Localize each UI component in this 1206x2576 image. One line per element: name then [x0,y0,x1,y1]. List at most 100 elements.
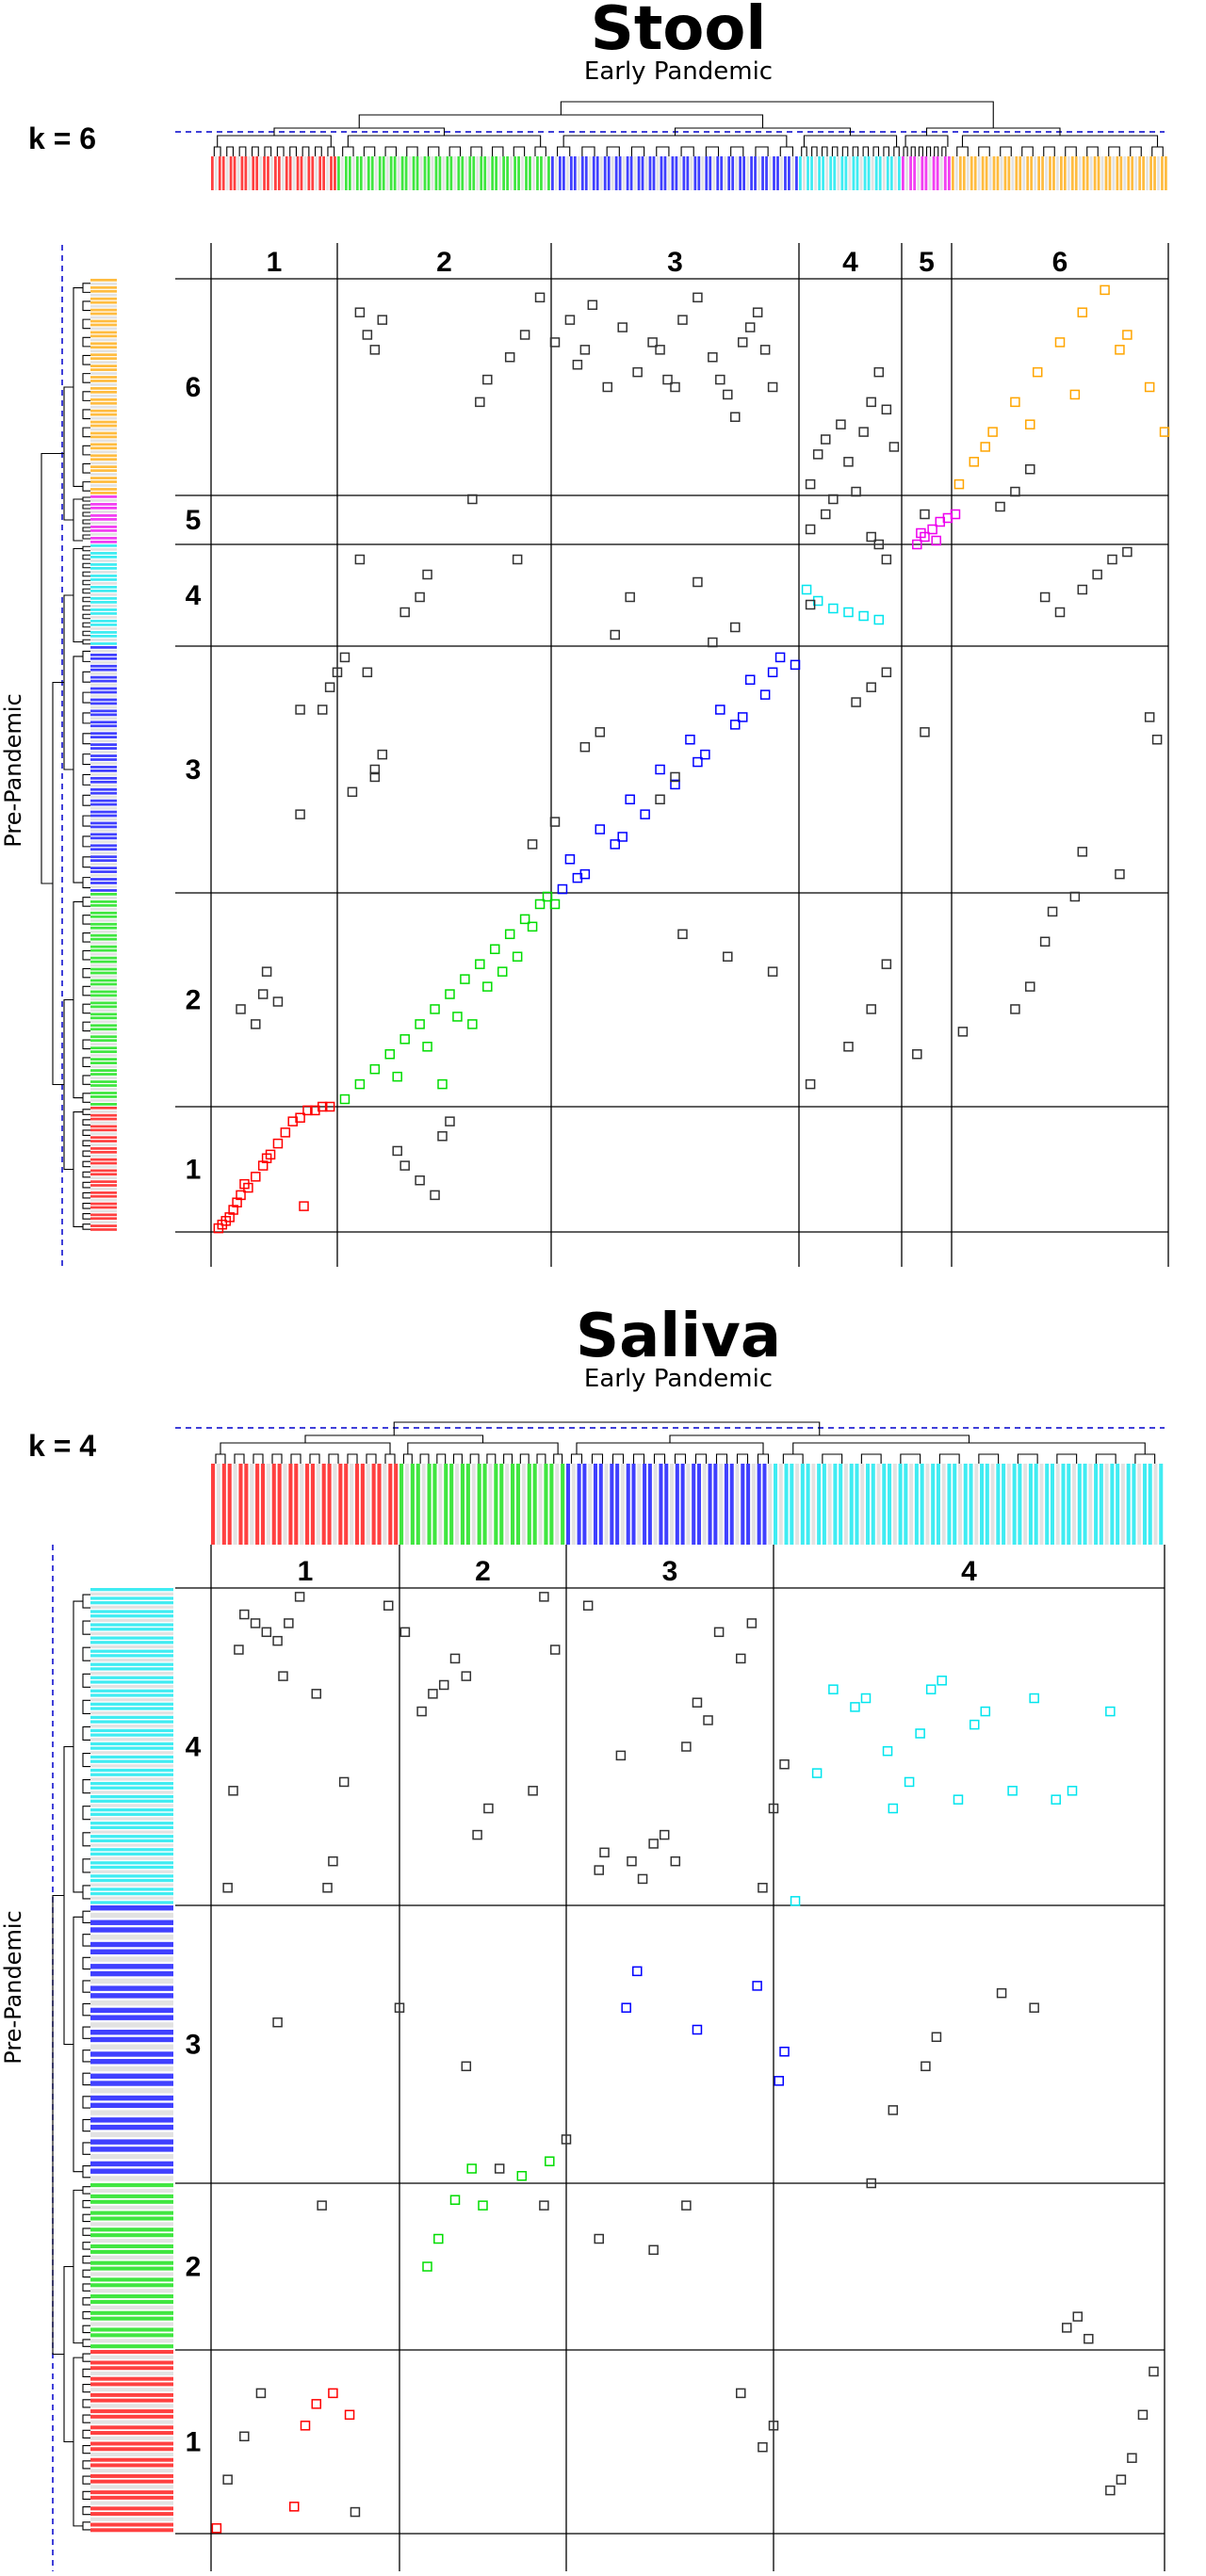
stool-left-strip-cell [90,844,117,848]
saliva-top-strip-cell [610,1464,614,1545]
saliva-point-off-cluster [599,1847,610,1858]
stool-left-strip-cell [90,372,117,375]
stool-point-off-cluster [362,667,373,678]
saliva-top-strip-cell [1039,1464,1044,1545]
saliva-panel: Saliva Early Pandemic k = 4 Pre-Pandemic… [0,1302,1165,2571]
saliva-left-strip-cell [90,1993,173,1999]
stool-left-tree-leafpair [82,409,90,420]
stool-left-tree-leafpair [82,897,90,907]
stool-top-strip-cell [270,156,273,190]
stool-top-strip-cell [236,156,240,190]
stool-left-strip-cell [90,945,117,948]
stool-top-tree-cluster-2 [347,135,542,147]
saliva-left-strip-cell [90,2117,173,2123]
saliva-top-strip-cell [1083,1464,1087,1545]
stool-top-strip-cell [315,156,318,190]
saliva-top-tree-leafpair [822,1453,843,1464]
saliva-top-strip-cell [768,1464,773,1545]
stool-left-strip-cell [90,477,117,479]
stool-point-off-cluster [730,622,741,633]
saliva-left-strip-cell [90,1684,173,1689]
saliva-left-tree-leafpair [82,2445,90,2454]
stool-left-strip-cell [90,420,117,424]
stool-left-tree-leafpair [82,445,90,456]
saliva-top-strip-cell [746,1464,751,1545]
stool-left-strip-cell [90,859,117,863]
stool-top-tree-leafpair [1151,146,1164,156]
saliva-left-tree-leafpair [82,2297,90,2306]
stool-left-tree-leafpair [82,1075,90,1085]
stool-top-strip-cell [724,156,727,190]
saliva-point-cluster-3 [621,2002,631,2013]
saliva-left-tree-leafpair [82,2242,90,2250]
saliva-point-off-cluster [222,2474,233,2485]
stool-left-strip-cell [90,1065,117,1068]
saliva-top-strip-cell [675,1464,679,1545]
stool-point-cluster-3 [730,720,741,730]
saliva-top-strip-cell [1148,1464,1152,1545]
saliva-left-strip-cell [90,1689,173,1693]
stool-top-strip-cell [510,156,513,190]
saliva-top-strip-cell [980,1464,985,1545]
saliva-left-strip-cell [90,2355,173,2359]
stool-y-cluster-label-3: 3 [186,754,202,786]
stool-point-cluster-1 [302,1105,313,1116]
saliva-point-off-cluster [438,1679,449,1691]
stool-top-tree-leafpair [656,146,670,156]
stool-left-strip-cell [90,368,117,371]
stool-left-strip-cell [90,806,117,810]
stool-top-strip-cell [981,156,985,190]
saliva-left-strip-cell [90,1777,173,1781]
saliva-top-strip-cell [708,1464,712,1545]
stool-point-cluster-2 [384,1048,396,1060]
stool-point-cluster-2 [549,899,561,910]
stool-top-strip-cell [397,156,400,190]
saliva-left-strip-cell [90,1742,173,1746]
stool-top-strip-cell [697,156,701,190]
saliva-left-strip-cell [90,1715,173,1720]
saliva-point-off-cluster [637,1873,648,1885]
saliva-left-strip-cell [90,2168,173,2174]
stool-point-off-cluster [579,741,591,753]
stool-left-strip-cell [90,465,117,469]
stool-left-tree-leafpair [82,877,90,889]
saliva-left-strip-cell [90,2404,173,2408]
stool-top-tree-leafpair [1000,146,1012,156]
stool-point-cluster-1 [220,1216,232,1226]
saliva-top-strip-cell [800,1464,805,1545]
stool-left-strip-cell [90,1024,117,1028]
saliva-top-strip-cell [538,1464,543,1545]
stool-point-off-cluster [475,397,485,408]
stool-point-off-cluster [632,366,643,378]
saliva-left-strip-cell [90,1839,173,1843]
stool-left-tree-leafpair [82,932,90,943]
saliva-left-strip-cell [90,1970,173,1977]
stool-left-strip-cell [90,357,117,361]
stool-left-strip-cell [90,791,117,795]
stool-left-strip-cell [90,982,117,986]
stool-top-strip-cell [214,156,218,190]
stool-left-strip-cell [90,964,117,967]
saliva-left-tree-leafpair [82,1980,90,1993]
saliva-top-strip-cell [1045,1464,1050,1545]
saliva-left-strip-cell [90,1773,173,1776]
saliva-x-cluster-label-4: 4 [961,1556,977,1587]
stool-point-off-cluster [866,531,876,543]
stool-point-cluster-2 [534,899,546,910]
saliva-x-cluster-label-2: 2 [475,1556,491,1587]
stool-top-strip-cell [374,156,378,190]
stool-top-tree-leafpair [226,146,234,156]
stool-left-strip-cell [90,967,117,971]
saliva-left-strip-cell [90,2022,173,2028]
saliva-left-strip-cell [90,1720,173,1724]
stool-top-strip-cell [837,156,840,190]
stool-top-strip-cell [1078,156,1082,190]
stool-top-strip-cell [218,156,221,190]
saliva-point-off-cluster [350,2506,361,2518]
stool-left-strip-cell [90,893,117,896]
stool-top-tree-leafpair [363,146,376,156]
stool-left-tree-leafpair [82,733,90,745]
stool-point-off-cluster [912,1048,922,1060]
saliva-top-tree-cluster-1 [220,1442,391,1454]
stool-top-tree-leafpair [315,146,322,156]
